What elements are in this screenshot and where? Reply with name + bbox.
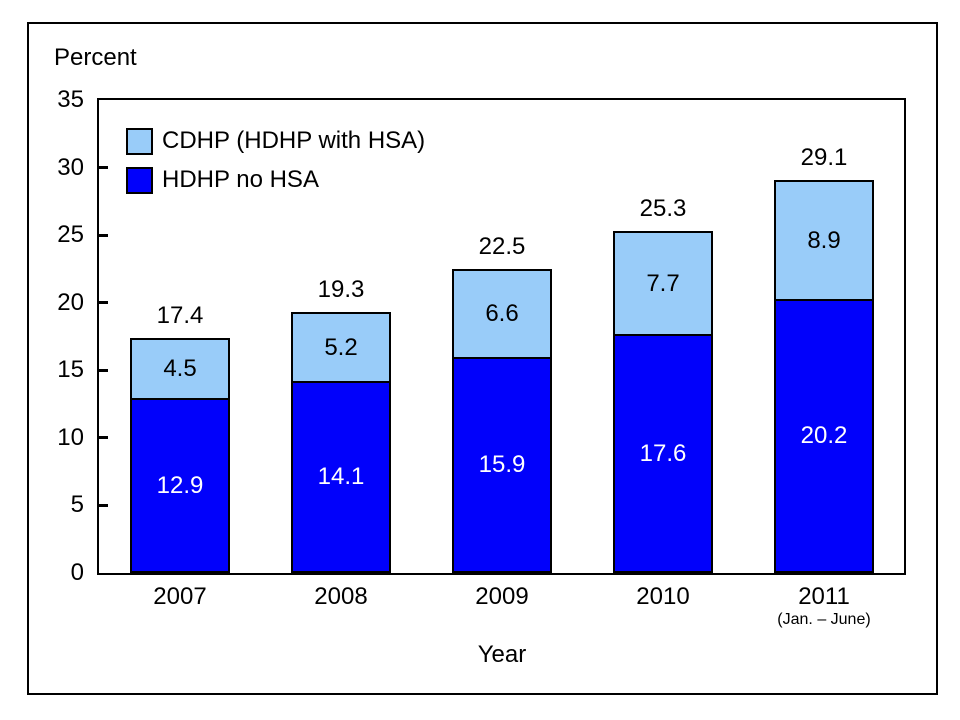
y-tick-label: 15 (57, 356, 84, 383)
y-tick-label: 30 (57, 154, 84, 181)
bar-segment-cdhp: 8.9 (774, 180, 874, 301)
segment-value-label: 6.6 (485, 300, 519, 327)
y-axis-title: Percent (54, 44, 137, 71)
segment-value-label: 17.6 (639, 439, 687, 467)
bar-2008: 5.2 14.1 (291, 312, 391, 573)
bar-2009: 6.6 15.9 (452, 269, 552, 573)
bar-segment-hdhp-no-hsa: 15.9 (452, 357, 552, 573)
bar-total-label: 17.4 (156, 302, 204, 329)
segment-value-label: 7.7 (646, 269, 680, 297)
y-tick-mark (99, 504, 108, 507)
bar-total-label: 29.1 (800, 144, 848, 171)
figure-border (27, 22, 938, 695)
bar-total-label: 22.5 (478, 233, 526, 260)
x-tick-label: 2010 (636, 583, 690, 610)
plot-area: 4.5 12.9 17.4 5.2 14.1 19.3 6.6 15.9 22.5 7.7 17.6… (97, 98, 906, 575)
bar-total-label: 19.3 (317, 276, 365, 303)
legend: CDHP (HDHP with HSA) HDHP no HSA (126, 127, 425, 205)
segment-value-label: 15.9 (478, 451, 526, 478)
y-tick-mark (99, 301, 108, 304)
x-tick-label: 2009 (475, 583, 529, 610)
x-axis-title: Year (477, 641, 527, 668)
bar-2011: 8.9 20.2 (774, 180, 874, 573)
segment-value-label: 4.5 (163, 355, 197, 382)
bar-segment-hdhp-no-hsa: 12.9 (130, 398, 230, 573)
legend-swatch (126, 166, 153, 194)
y-tick-label: 35 (57, 86, 84, 113)
bar-segment-cdhp: 4.5 (130, 338, 230, 400)
bar-2007: 4.5 12.9 (130, 338, 230, 573)
bar-total-label: 25.3 (639, 195, 687, 222)
bar-segment-cdhp: 5.2 (291, 312, 391, 383)
y-tick-label: 25 (57, 221, 84, 248)
segment-value-label: 20.2 (800, 422, 848, 449)
segment-value-label: 8.9 (807, 226, 841, 254)
y-tick-label: 10 (57, 424, 84, 451)
y-tick-mark (99, 234, 108, 237)
segment-value-label: 14.1 (317, 463, 365, 490)
x-tick-label: 2007 (153, 583, 207, 610)
bar-segment-hdhp-no-hsa: 14.1 (291, 381, 391, 573)
bar-segment-hdhp-no-hsa: 20.2 (774, 299, 874, 573)
legend-item: HDHP no HSA (126, 166, 425, 194)
y-tick-label: 0 (70, 559, 84, 586)
legend-label: HDHP no HSA (162, 166, 319, 193)
y-tick-mark (99, 369, 108, 372)
x-tick-sublabel: (Jan. – June) (777, 611, 871, 628)
y-tick-mark (99, 166, 108, 169)
legend-label: CDHP (HDHP with HSA) (162, 127, 426, 154)
y-tick-mark (99, 436, 108, 439)
bar-segment-cdhp: 7.7 (613, 231, 713, 336)
bar-segment-cdhp: 6.6 (452, 269, 552, 359)
y-tick-label: 5 (70, 491, 84, 518)
segment-value-label: 5.2 (324, 333, 358, 361)
bar-segment-hdhp-no-hsa: 17.6 (613, 334, 713, 573)
legend-swatch (126, 127, 153, 155)
legend-item: CDHP (HDHP with HSA) (126, 127, 425, 155)
x-tick-label: 2011 (798, 583, 850, 610)
y-tick-label: 20 (57, 289, 84, 316)
segment-value-label: 12.9 (156, 471, 204, 499)
bar-2010: 7.7 17.6 (613, 231, 713, 573)
x-tick-label: 2008 (314, 583, 368, 610)
